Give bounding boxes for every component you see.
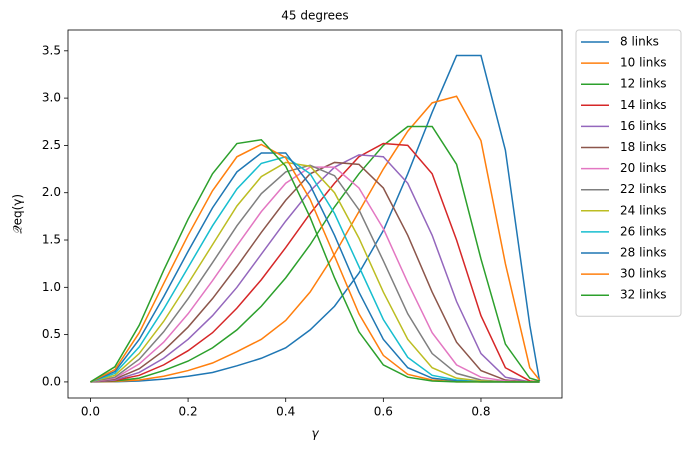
- data-line: [90, 143, 540, 383]
- legend-label: 26 links: [620, 224, 667, 238]
- data-line: [90, 161, 540, 383]
- legend-label: 32 links: [620, 288, 667, 302]
- y-tick-label: 2.5: [42, 138, 61, 152]
- legend-label: 28 links: [620, 246, 667, 260]
- legend-label: 20 links: [620, 161, 667, 175]
- y-tick-label: 1.0: [42, 280, 61, 294]
- x-tick-label: 0.4: [276, 405, 295, 419]
- legend-label: 12 links: [620, 77, 667, 91]
- y-tick-label: 0.5: [42, 327, 61, 341]
- data-line: [90, 54, 541, 383]
- data-line: [90, 138, 540, 383]
- legend-label: 8 links: [620, 35, 659, 49]
- legend-label: 22 links: [620, 182, 667, 196]
- data-line: [90, 142, 540, 383]
- y-tick-label: 2.0: [42, 185, 61, 199]
- data-line: [90, 164, 540, 383]
- chart-title: 45 degrees: [281, 9, 348, 23]
- y-tick-label: 3.0: [42, 91, 61, 105]
- y-tick-label: 1.5: [42, 233, 61, 247]
- data-line: [90, 161, 540, 383]
- plot-frame: [67, 29, 563, 399]
- data-line: [90, 95, 541, 383]
- legend-label: 14 links: [620, 98, 667, 112]
- legend-label: 16 links: [620, 119, 667, 133]
- x-tick-label: 0.2: [179, 405, 198, 419]
- data-line: [90, 166, 540, 383]
- y-tick-label: 3.5: [42, 43, 61, 57]
- legend-label: 24 links: [620, 203, 667, 217]
- y-tick-label: 0.0: [42, 374, 61, 388]
- x-tick-label: 0.8: [471, 405, 490, 419]
- legend-label: 30 links: [620, 267, 667, 281]
- legend-box: [575, 29, 682, 317]
- x-tick-label: 0.6: [374, 405, 393, 419]
- legend-label: 18 links: [620, 140, 667, 154]
- data-line: [90, 125, 540, 383]
- x-axis-label: γ: [311, 427, 319, 441]
- y-axis-label: 𝒬eq(γ): [11, 194, 25, 234]
- x-tick-label: 0.0: [81, 405, 100, 419]
- legend-label: 10 links: [620, 56, 667, 70]
